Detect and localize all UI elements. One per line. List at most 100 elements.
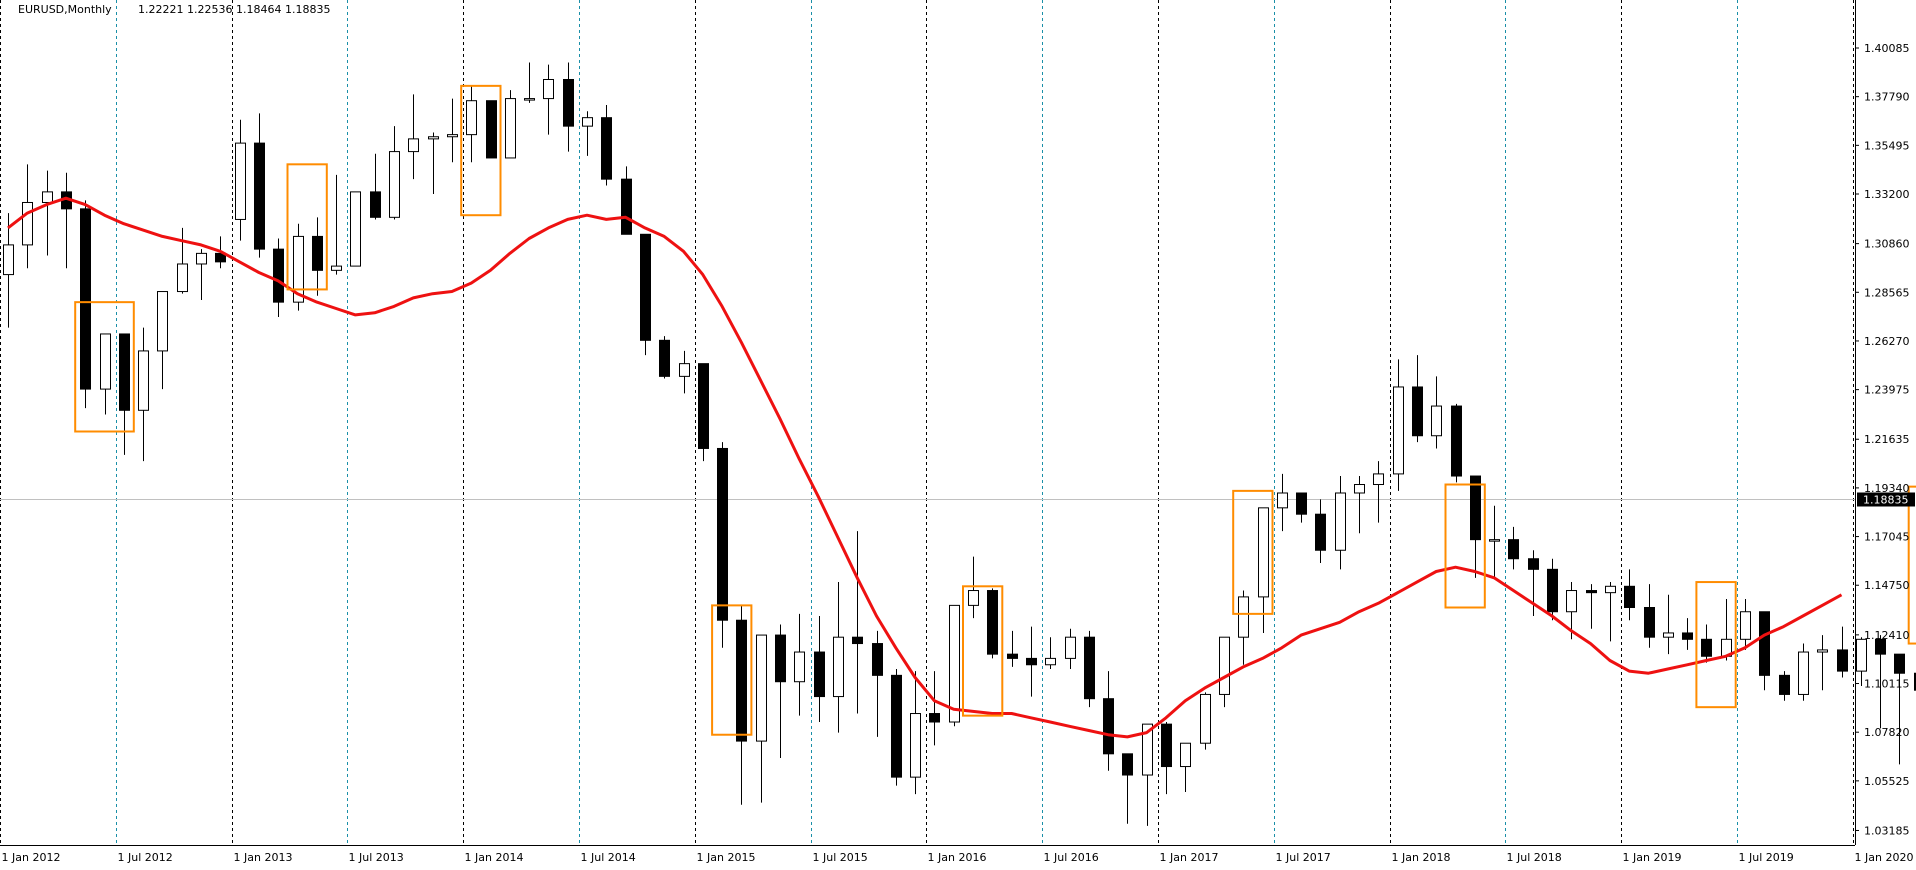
candle-body [1027, 658, 1037, 664]
candle-body [1664, 633, 1674, 637]
candle-body [544, 79, 554, 98]
candle-body [409, 139, 419, 152]
candle [1799, 644, 1809, 701]
candle-body [4, 245, 14, 275]
candle-body [371, 192, 381, 217]
candle-body [448, 135, 458, 137]
candle-body [255, 143, 265, 249]
candle-body [313, 236, 323, 270]
candle-body [834, 637, 844, 696]
price-axis-label: 1.17045 [1864, 531, 1910, 544]
candle-body [1278, 493, 1288, 508]
candle-body [1645, 608, 1655, 638]
candle-body [390, 152, 400, 218]
price-axis-label: 1.40085 [1864, 42, 1910, 55]
candle-body [1123, 754, 1133, 775]
candle-body [178, 264, 188, 292]
candle-body [506, 99, 516, 158]
time-axis-label: 1 Jul 2016 [1044, 851, 1099, 864]
candle [81, 200, 91, 408]
candle-body [699, 364, 709, 449]
candle-body [1394, 387, 1404, 474]
time-axis-label: 1 Jan 2014 [465, 851, 524, 864]
candle-body [1220, 637, 1230, 694]
price-axis-label: 1.33200 [1864, 188, 1910, 201]
time-axis-label: 1 Jan 2015 [697, 851, 756, 864]
candle-body [1818, 650, 1828, 652]
candle-body [564, 79, 574, 126]
candle-body [351, 192, 361, 266]
candle-body [1085, 637, 1095, 698]
candle-body [757, 635, 767, 741]
candle-body [795, 652, 805, 682]
price-axis-label: 1.30860 [1864, 238, 1910, 251]
candle-body [197, 253, 207, 264]
candle [487, 101, 497, 158]
price-axis-label: 1.14750 [1864, 579, 1910, 592]
candle-body [622, 179, 632, 234]
price-axis-label: 1.26270 [1864, 335, 1910, 348]
candle-body [930, 714, 940, 722]
candle-body [718, 448, 728, 620]
candle-body [1374, 474, 1384, 485]
candle [641, 234, 651, 355]
candle-body [853, 637, 863, 643]
candle-body [602, 118, 612, 179]
price-axis-label: 1.03185 [1864, 824, 1910, 837]
candle [1085, 631, 1095, 707]
time-axis-label: 1 Jan 2016 [928, 851, 987, 864]
candle-body [1606, 586, 1616, 592]
candle-body [274, 249, 284, 302]
time-axis-label: 1 Jan 2017 [1160, 851, 1219, 864]
candle-body [467, 101, 477, 135]
candle-body [429, 137, 439, 139]
candle-body [1181, 743, 1191, 766]
candle-body [815, 652, 825, 697]
price-axis-label: 1.37790 [1864, 91, 1910, 104]
time-axis-label: 1 Jul 2013 [349, 851, 404, 864]
candle-body [1625, 586, 1635, 607]
candle-body [1355, 485, 1365, 493]
candle-body [1239, 597, 1249, 637]
candle-body [969, 591, 979, 606]
candle-body [1008, 654, 1018, 658]
time-axis-label: 1 Jul 2012 [118, 851, 173, 864]
time-axis-label: 1 Jan 2013 [234, 851, 293, 864]
candle [718, 442, 728, 648]
candle-body [660, 340, 670, 376]
candle-body [988, 591, 998, 655]
candle-body [1780, 675, 1790, 694]
candle-body [1490, 540, 1500, 542]
current-price-tag-label: 1.18835 [1863, 494, 1909, 507]
time-axis-label: 1 Jan 2012 [2, 851, 61, 864]
candle-body [236, 143, 246, 219]
candle-body [1471, 476, 1481, 540]
chart-header-symbol: EURUSD,Monthly [18, 3, 112, 16]
candle-body [487, 101, 497, 158]
candle [1452, 404, 1462, 482]
candle [660, 336, 670, 378]
price-axis-label: 1.23975 [1864, 384, 1910, 397]
time-axis-label: 1 Jul 2019 [1739, 851, 1794, 864]
candle-body [911, 714, 921, 778]
chart-header-ohlc: 1.22221 1.22536 1.18464 1.18835 [138, 3, 330, 16]
candle-body [1741, 612, 1751, 640]
candle-body [1066, 637, 1076, 658]
candle-body [1259, 508, 1269, 597]
price-axis-label: 1.10115 [1864, 678, 1910, 691]
candle [1201, 692, 1211, 749]
candle [294, 224, 304, 311]
candle-body [776, 635, 786, 682]
candle [351, 192, 361, 266]
candle-body [1702, 639, 1712, 656]
candle-body [1760, 612, 1770, 676]
candle-body [1316, 514, 1326, 550]
candle-body [892, 675, 902, 777]
candle-body [1548, 569, 1558, 611]
time-axis-label: 1 Jan 2020 [1855, 851, 1914, 864]
time-axis-label: 1 Jan 2018 [1392, 851, 1451, 864]
candle-body [43, 192, 53, 203]
price-axis-label: 1.07820 [1864, 726, 1910, 739]
